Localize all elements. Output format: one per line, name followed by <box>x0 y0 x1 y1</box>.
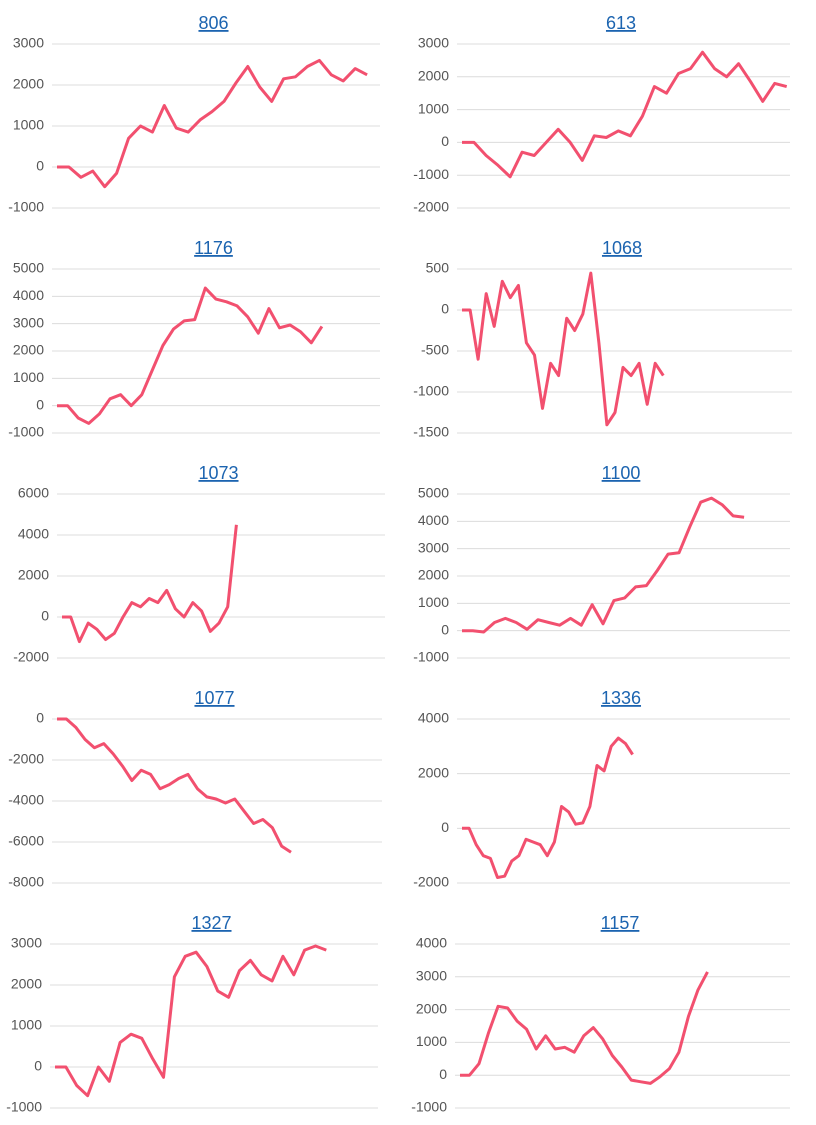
y-tick-label: -6000 <box>8 833 44 849</box>
y-tick-label: 3000 <box>418 539 449 555</box>
y-tick-label: -1000 <box>8 199 44 215</box>
y-tick-label: 2000 <box>418 68 449 84</box>
y-tick-label: 1000 <box>416 1033 447 1049</box>
y-tick-label: -2000 <box>8 751 44 767</box>
y-tick-label: 0 <box>441 819 449 835</box>
y-tick-label: 3000 <box>416 968 447 984</box>
y-tick-label: -1000 <box>413 649 449 665</box>
y-tick-label: 3000 <box>418 35 449 51</box>
y-tick-label: 0 <box>441 621 449 637</box>
y-tick-label: 2000 <box>418 764 449 780</box>
y-tick-label: 2000 <box>11 976 42 992</box>
y-tick-label: 0 <box>36 710 44 726</box>
y-tick-label: 500 <box>426 260 450 276</box>
y-tick-label: 3000 <box>11 935 42 951</box>
y-tick-label: 0 <box>36 396 44 412</box>
y-tick-label: 1000 <box>418 594 449 610</box>
y-tick-label: 3000 <box>13 35 44 51</box>
y-tick-label: -1000 <box>413 166 449 182</box>
y-tick-label: 4000 <box>418 710 449 726</box>
y-tick-label: 0 <box>34 1058 42 1074</box>
chart-title[interactable]: 613 <box>606 13 636 33</box>
y-tick-label: 3000 <box>13 314 44 330</box>
y-tick-label: 4000 <box>418 512 449 528</box>
y-tick-label: -1000 <box>6 1099 42 1115</box>
y-tick-label: 0 <box>441 301 449 317</box>
y-tick-label: 0 <box>441 133 449 149</box>
chart-title[interactable]: 1073 <box>198 463 238 483</box>
chart-title[interactable]: 1068 <box>602 238 642 258</box>
y-tick-label: 1000 <box>418 100 449 116</box>
chart-title[interactable]: 1100 <box>602 463 641 483</box>
y-tick-label: 5000 <box>13 260 44 276</box>
y-tick-label: 1000 <box>13 117 44 133</box>
y-tick-label: -8000 <box>8 874 44 890</box>
y-tick-label: -500 <box>421 342 449 358</box>
chart-title[interactable]: 1157 <box>601 913 640 933</box>
y-tick-label: 5000 <box>418 485 449 501</box>
data-line <box>462 50 788 179</box>
data-line <box>460 971 709 1085</box>
data-line <box>57 58 368 189</box>
data-line <box>57 717 292 854</box>
y-tick-label: -1000 <box>411 1099 447 1115</box>
y-tick-label: 6000 <box>18 485 49 501</box>
y-tick-label: 0 <box>36 158 44 174</box>
y-tick-label: -1000 <box>8 424 44 440</box>
chart-title[interactable]: 1077 <box>194 688 234 708</box>
y-tick-label: 4000 <box>18 526 49 542</box>
y-tick-label: 1000 <box>13 369 44 385</box>
y-tick-label: -2000 <box>413 199 449 215</box>
data-line <box>462 271 665 427</box>
y-tick-label: 4000 <box>13 287 44 303</box>
y-tick-label: 2000 <box>18 567 49 583</box>
y-tick-label: -2000 <box>13 649 49 665</box>
y-tick-label: 0 <box>439 1066 447 1082</box>
chart-title[interactable]: 806 <box>198 13 228 33</box>
chart-title[interactable]: 1327 <box>191 913 231 933</box>
chart-title[interactable]: 1336 <box>601 688 641 708</box>
y-tick-label: 2000 <box>13 76 44 92</box>
y-tick-label: -1000 <box>413 383 449 399</box>
data-line <box>55 944 327 1098</box>
y-tick-label: -2000 <box>413 874 449 890</box>
y-tick-label: 0 <box>41 608 49 624</box>
y-tick-label: 2000 <box>416 1000 447 1016</box>
y-tick-label: 2000 <box>13 342 44 358</box>
y-tick-label: -4000 <box>8 792 44 808</box>
data-line <box>62 524 238 644</box>
data-line <box>462 736 634 879</box>
data-line <box>57 286 324 425</box>
y-tick-label: 4000 <box>416 935 447 951</box>
chart-title[interactable]: 1176 <box>194 238 233 258</box>
y-tick-label: 1000 <box>11 1017 42 1033</box>
y-tick-label: -1500 <box>413 424 449 440</box>
data-line <box>462 496 745 634</box>
y-tick-label: 2000 <box>418 567 449 583</box>
